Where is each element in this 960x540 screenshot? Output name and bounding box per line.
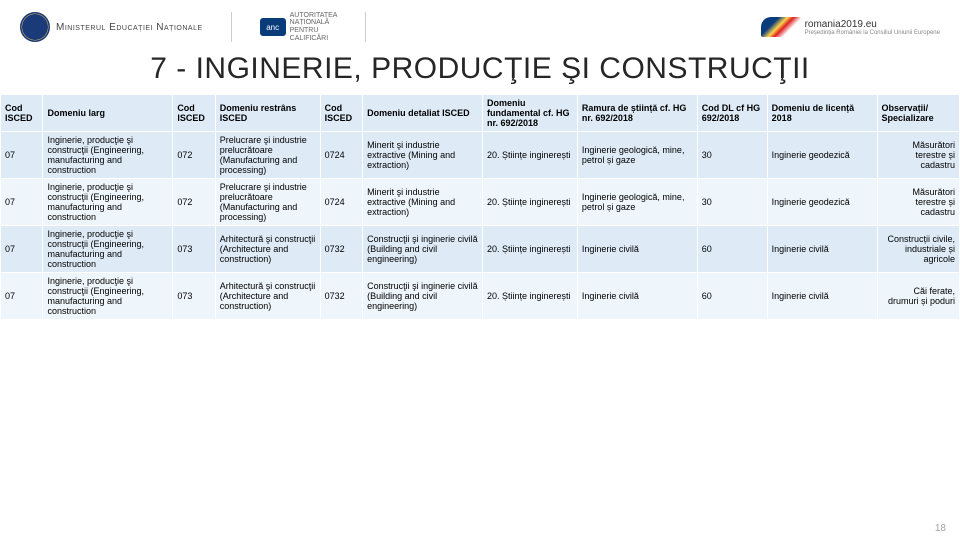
table-cell: Minerit şi industrie extractive (Mining … [363, 132, 483, 179]
isced-table: Cod ISCEDDomeniu largCod ISCEDDomeniu re… [0, 94, 960, 320]
table-cell: Prelucrare şi industrie prelucrătoare (M… [215, 179, 320, 226]
table-cell: Inginerie civilă [767, 226, 877, 273]
table-cell: 07 [1, 226, 43, 273]
table-cell: 0732 [320, 226, 362, 273]
table-cell: 20. Științe inginerești [482, 132, 577, 179]
page-title: 7 - INGINERIE, PRODUCŢIE ŞI CONSTRUCŢII [0, 52, 960, 86]
divider-icon [231, 12, 232, 42]
table-cell: Arhitectură şi construcţii (Architecture… [215, 226, 320, 273]
table-cell: Minerit şi industrie extractive (Mining … [363, 179, 483, 226]
anc-logo-block: anc Autoritatea Națională Pentru Calific… [260, 12, 338, 43]
ministry-logo-block: Ministerul Educației Naționale [20, 12, 203, 42]
table-cell: 072 [173, 132, 215, 179]
table-cell: 07 [1, 273, 43, 320]
table-cell: Construcţii şi inginerie civilă (Buildin… [363, 273, 483, 320]
table-cell: Măsurători terestre și cadastru [877, 179, 959, 226]
table-cell: 073 [173, 226, 215, 273]
table-cell: Arhitectură şi construcţii (Architecture… [215, 273, 320, 320]
column-header: Cod DL cf HG 692/2018 [697, 95, 767, 132]
column-header: Cod ISCED [173, 95, 215, 132]
table-header: Cod ISCEDDomeniu largCod ISCEDDomeniu re… [1, 95, 960, 132]
table-cell: Inginerie geologică, mine, petrol și gaz… [577, 132, 697, 179]
column-header: Cod ISCED [320, 95, 362, 132]
table-cell: Inginerie, producţie şi construcţii (Eng… [43, 226, 173, 273]
column-header: Domeniu fundamental cf. HG nr. 692/2018 [482, 95, 577, 132]
table-cell: Căi ferate, drumuri și poduri [877, 273, 959, 320]
table-cell: Inginerie geologică, mine, petrol și gaz… [577, 179, 697, 226]
column-header: Observații/ Specializare [877, 95, 959, 132]
table-cell: Inginerie geodezică [767, 132, 877, 179]
table-cell: Construcţii şi inginerie civilă (Buildin… [363, 226, 483, 273]
column-header: Domeniu detaliat ISCED [363, 95, 483, 132]
header-logo-bar: Ministerul Educației Naționale anc Autor… [0, 0, 960, 48]
table-cell: Inginerie, producţie şi construcţii (Eng… [43, 179, 173, 226]
column-header: Domeniu de licență 2018 [767, 95, 877, 132]
table-cell: Inginerie, producţie şi construcţii (Eng… [43, 273, 173, 320]
table-cell: 07 [1, 132, 43, 179]
divider-icon [365, 12, 366, 42]
table-cell: 072 [173, 179, 215, 226]
column-header: Domeniu restrâns ISCED [215, 95, 320, 132]
table-cell: Inginerie, producţie şi construcţii (Eng… [43, 132, 173, 179]
table-cell: 0724 [320, 132, 362, 179]
page-number: 18 [935, 523, 946, 534]
table-body: 07Inginerie, producţie şi construcţii (E… [1, 132, 960, 320]
romania2019-logo-block: romania2019.eu Președinția României la C… [761, 17, 940, 37]
table-cell: 30 [697, 132, 767, 179]
table-cell: Inginerie geodezică [767, 179, 877, 226]
table-row: 07Inginerie, producţie şi construcţii (E… [1, 132, 960, 179]
table-cell: 073 [173, 273, 215, 320]
column-header: Cod ISCED [1, 95, 43, 132]
table-row: 07Inginerie, producţie şi construcţii (E… [1, 226, 960, 273]
table-cell: Prelucrare şi industrie prelucrătoare (M… [215, 132, 320, 179]
table-cell: 0732 [320, 273, 362, 320]
table-cell: Inginerie civilă [577, 226, 697, 273]
column-header: Ramura de știință cf. HG nr. 692/2018 [577, 95, 697, 132]
table-row: 07Inginerie, producţie şi construcţii (E… [1, 179, 960, 226]
romania2019-subtitle: Președinția României la Consiliul Uniuni… [805, 30, 940, 36]
romania2019-brand: romania2019.eu [805, 19, 940, 30]
table-cell: 30 [697, 179, 767, 226]
table-cell: Inginerie civilă [767, 273, 877, 320]
table-cell: Măsurători terestre și cadastru [877, 132, 959, 179]
table-cell: 20. Științe inginerești [482, 179, 577, 226]
table-cell: 07 [1, 179, 43, 226]
table-cell: Inginerie civilă [577, 273, 697, 320]
anc-full-name: Autoritatea Națională Pentru Calificări [290, 12, 338, 43]
table-cell: 0724 [320, 179, 362, 226]
romania2019-swoosh-icon [761, 17, 801, 37]
ministry-name: Ministerul Educației Naționale [56, 22, 203, 33]
anc-badge-icon: anc [260, 18, 286, 36]
table-cell: 60 [697, 273, 767, 320]
romania-emblem-icon [20, 12, 50, 42]
table-row: 07Inginerie, producţie şi construcţii (E… [1, 273, 960, 320]
table-cell: Construcții civile, industriale și agric… [877, 226, 959, 273]
column-header: Domeniu larg [43, 95, 173, 132]
table-cell: 20. Științe inginerești [482, 273, 577, 320]
table-cell: 60 [697, 226, 767, 273]
table-cell: 20. Științe inginerești [482, 226, 577, 273]
